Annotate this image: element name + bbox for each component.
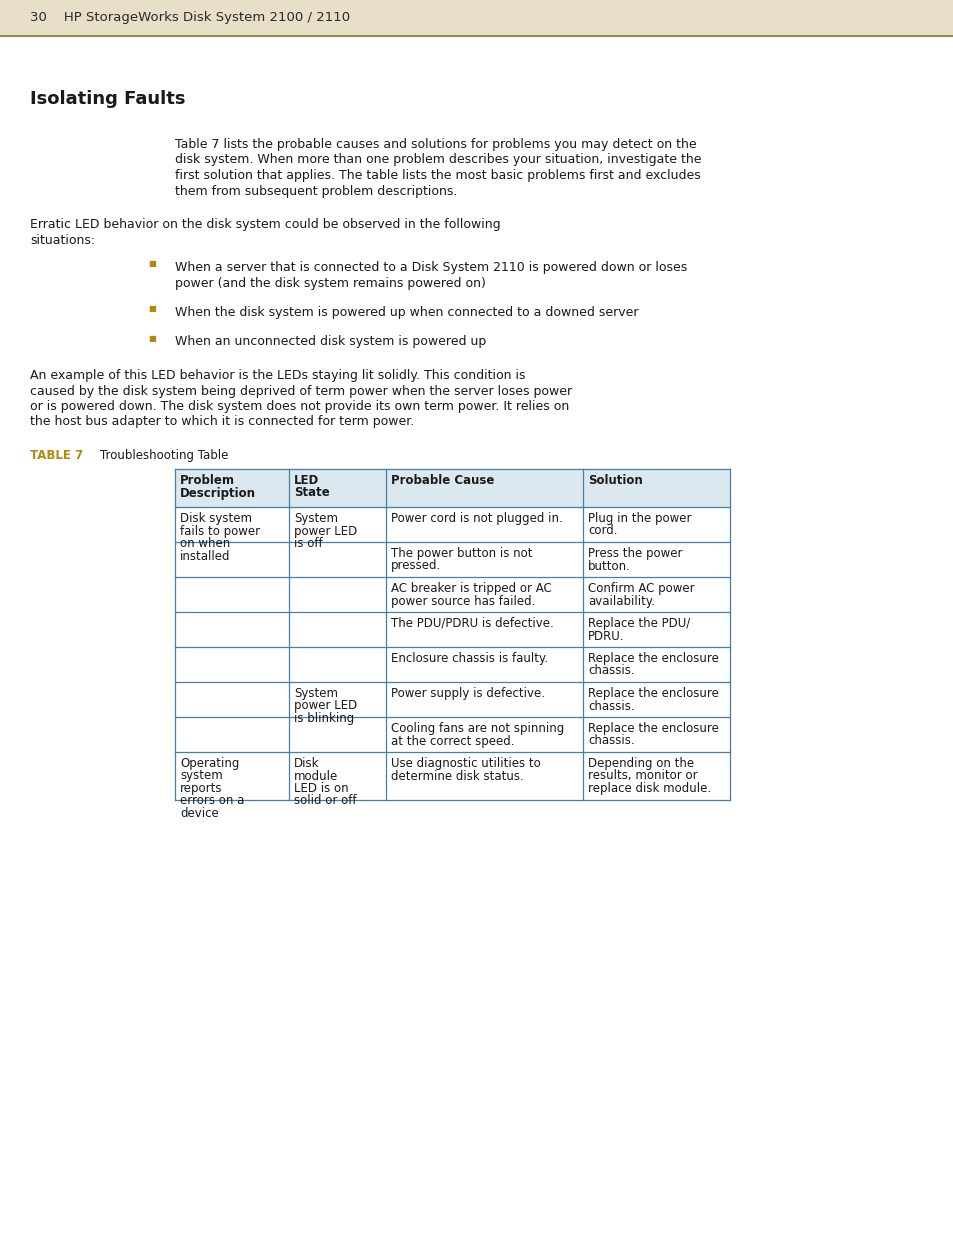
Text: is off: is off	[294, 537, 322, 550]
Text: availability.: availability.	[587, 594, 655, 608]
Text: Cooling fans are not spinning: Cooling fans are not spinning	[391, 722, 563, 735]
Text: The power button is not: The power button is not	[391, 547, 532, 559]
Text: caused by the disk system being deprived of term power when the server loses pow: caused by the disk system being deprived…	[30, 384, 572, 398]
Text: determine disk status.: determine disk status.	[391, 769, 523, 783]
Text: Operating: Operating	[180, 757, 239, 769]
Text: pressed.: pressed.	[391, 559, 440, 573]
Text: Isolating Faults: Isolating Faults	[30, 90, 185, 107]
Text: Replace the enclosure: Replace the enclosure	[587, 687, 718, 700]
Text: or is powered down. The disk system does not provide its own term power. It reli: or is powered down. The disk system does…	[30, 400, 569, 412]
Text: is blinking: is blinking	[294, 713, 354, 725]
Text: Enclosure chassis is faulty.: Enclosure chassis is faulty.	[391, 652, 547, 664]
Text: power LED: power LED	[294, 699, 356, 713]
Text: Replace the enclosure: Replace the enclosure	[587, 652, 718, 664]
Text: ■: ■	[148, 333, 155, 342]
Text: replace disk module.: replace disk module.	[587, 782, 710, 795]
Text: Troubleshooting Table: Troubleshooting Table	[100, 450, 228, 462]
Text: Erratic LED behavior on the disk system could be observed in the following: Erratic LED behavior on the disk system …	[30, 219, 500, 231]
Text: chassis.: chassis.	[587, 735, 634, 747]
Text: Disk: Disk	[294, 757, 319, 769]
Text: results, monitor or: results, monitor or	[587, 769, 697, 783]
Text: chassis.: chassis.	[587, 699, 634, 713]
Text: installed: installed	[180, 550, 231, 562]
Bar	[0, 0, 953, 36]
Text: State: State	[294, 487, 329, 499]
Text: The PDU/PDRU is defective.: The PDU/PDRU is defective.	[391, 618, 553, 630]
Text: Press the power: Press the power	[587, 547, 681, 559]
Text: Table 7 lists the probable causes and solutions for problems you may detect on t: Table 7 lists the probable causes and so…	[174, 138, 696, 151]
Text: disk system. When more than one problem describes your situation, investigate th: disk system. When more than one problem …	[174, 153, 700, 167]
Text: button.: button.	[587, 559, 630, 573]
Text: Disk system: Disk system	[180, 513, 252, 525]
Text: ■: ■	[148, 304, 155, 312]
Text: on when: on when	[180, 537, 230, 550]
Text: AC breaker is tripped or AC: AC breaker is tripped or AC	[391, 582, 551, 595]
Text: power (and the disk system remains powered on): power (and the disk system remains power…	[174, 277, 485, 289]
Text: Probable Cause: Probable Cause	[391, 474, 494, 487]
Text: Problem: Problem	[180, 474, 234, 487]
Text: Plug in the power: Plug in the power	[587, 513, 691, 525]
Text: device: device	[180, 806, 218, 820]
Text: power source has failed.: power source has failed.	[391, 594, 535, 608]
Text: Confirm AC power: Confirm AC power	[587, 582, 694, 595]
Text: at the correct speed.: at the correct speed.	[391, 735, 514, 747]
Text: Depending on the: Depending on the	[587, 757, 694, 769]
Text: When a server that is connected to a Disk System 2110 is powered down or loses: When a server that is connected to a Dis…	[174, 261, 686, 274]
Text: Power cord is not plugged in.: Power cord is not plugged in.	[391, 513, 562, 525]
Text: chassis.: chassis.	[587, 664, 634, 678]
Text: LED is on: LED is on	[294, 782, 348, 795]
Text: Replace the enclosure: Replace the enclosure	[587, 722, 718, 735]
Text: system: system	[180, 769, 222, 783]
Text: power LED: power LED	[294, 525, 356, 537]
Text: Solution: Solution	[587, 474, 642, 487]
Text: cord.: cord.	[587, 525, 617, 537]
Text: PDRU.: PDRU.	[587, 630, 624, 642]
Text: the host bus adapter to which it is connected for term power.: the host bus adapter to which it is conn…	[30, 415, 414, 429]
Text: When an unconnected disk system is powered up: When an unconnected disk system is power…	[174, 336, 486, 348]
Text: module: module	[294, 769, 337, 783]
Text: System: System	[294, 513, 337, 525]
Text: fails to power: fails to power	[180, 525, 260, 537]
Text: LED: LED	[294, 474, 318, 487]
Text: When the disk system is powered up when connected to a downed server: When the disk system is powered up when …	[174, 306, 638, 319]
Text: ■: ■	[148, 259, 155, 268]
Text: Use diagnostic utilities to: Use diagnostic utilities to	[391, 757, 540, 769]
Text: An example of this LED behavior is the LEDs staying lit solidly. This condition : An example of this LED behavior is the L…	[30, 369, 525, 382]
Bar	[174, 469, 729, 508]
Text: errors on a: errors on a	[180, 794, 244, 808]
Text: System: System	[294, 687, 337, 700]
Text: situations:: situations:	[30, 233, 95, 247]
Text: reports: reports	[180, 782, 222, 795]
Text: solid or off: solid or off	[294, 794, 355, 808]
Text: TABLE 7: TABLE 7	[30, 450, 83, 462]
Text: Power supply is defective.: Power supply is defective.	[391, 687, 544, 700]
Text: Replace the PDU/: Replace the PDU/	[587, 618, 689, 630]
Text: them from subsequent problem descriptions.: them from subsequent problem description…	[174, 184, 456, 198]
Text: 30    HP StorageWorks Disk System 2100 / 2110: 30 HP StorageWorks Disk System 2100 / 21…	[30, 11, 350, 25]
Text: Description: Description	[180, 487, 255, 499]
Text: first solution that applies. The table lists the most basic problems first and e: first solution that applies. The table l…	[174, 169, 700, 182]
